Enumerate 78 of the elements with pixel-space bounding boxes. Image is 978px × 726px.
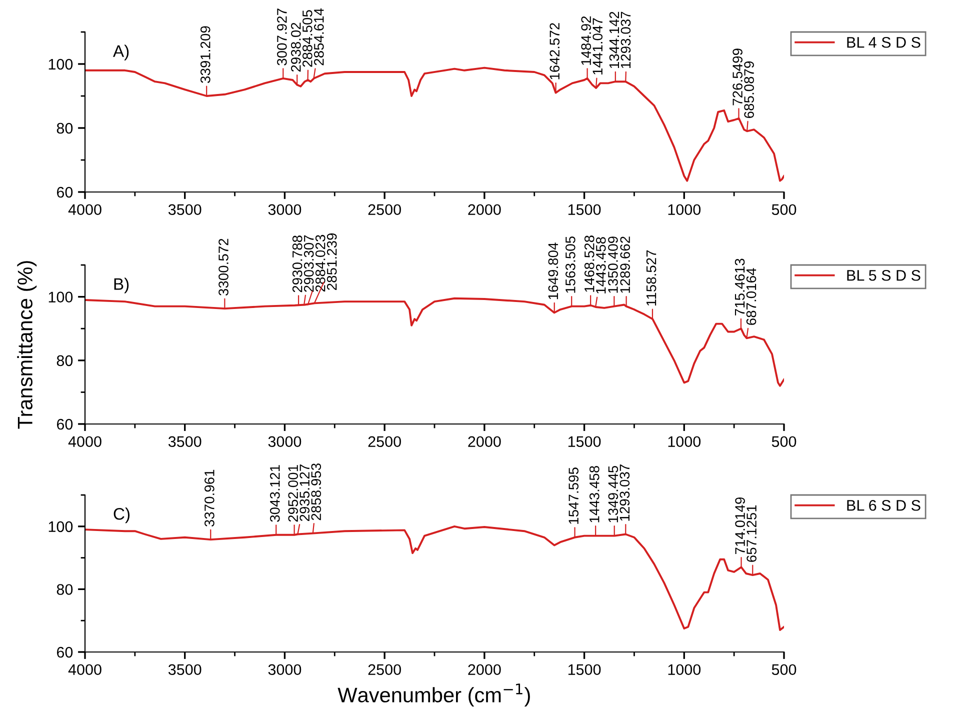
annotation: 1547.595 bbox=[568, 468, 579, 524]
annotation: C) bbox=[114, 508, 130, 524]
x-tick-label: 2000 bbox=[468, 204, 501, 216]
x-tick-label: 1000 bbox=[668, 436, 701, 448]
annotation: 1468.528 bbox=[584, 236, 594, 292]
y-tick-label: 60 bbox=[56, 418, 73, 430]
annotation: 1293.037 bbox=[620, 464, 630, 521]
x-tick-label: 1500 bbox=[568, 436, 601, 448]
y-tick-label: 100 bbox=[48, 292, 73, 302]
annotation: 1350.409 bbox=[608, 236, 618, 293]
annotation: B) bbox=[114, 278, 129, 294]
annotation: 2851.239 bbox=[326, 233, 337, 290]
x-tick-label: 3500 bbox=[168, 204, 202, 216]
x-tick-label: 2000 bbox=[468, 436, 501, 448]
x-tick-label: 1000 bbox=[668, 204, 701, 216]
x-tick-label: 3000 bbox=[268, 436, 302, 448]
annotation: 1642.572 bbox=[550, 23, 560, 80]
x-tick-label: 2500 bbox=[368, 436, 401, 448]
annotation: 1289.662 bbox=[620, 236, 630, 293]
annotation: 2884.023 bbox=[315, 234, 326, 292]
annotation: 685.0879 bbox=[744, 61, 754, 118]
annotation: 1349.445 bbox=[608, 466, 618, 522]
annotation: 3007.927 bbox=[277, 8, 287, 66]
x-tick-label: 2500 bbox=[368, 664, 401, 676]
annotation: 726.5499 bbox=[732, 48, 742, 106]
annotation: 714.0149 bbox=[735, 497, 745, 554]
x-tick-label: 1000 bbox=[668, 664, 701, 676]
x-tick-label: 1500 bbox=[568, 204, 601, 216]
x-tick-label: 2500 bbox=[368, 204, 401, 216]
annotation: 1649.804 bbox=[548, 242, 558, 300]
annotation: 1484.92 bbox=[581, 16, 592, 65]
y-tick-label: 100 bbox=[48, 58, 73, 70]
annotation: 1344.142 bbox=[609, 12, 620, 68]
annotation: 657.1251 bbox=[746, 505, 756, 562]
y-tick-label: 60 bbox=[56, 646, 73, 658]
x-tick-label: 2000 bbox=[468, 664, 501, 676]
x-tick-label: 1500 bbox=[568, 664, 601, 676]
annotation: 2854.614 bbox=[314, 8, 324, 66]
x-tick-label: 3500 bbox=[168, 436, 202, 448]
annotation: A) bbox=[112, 44, 129, 60]
annotation: 2884.505 bbox=[302, 10, 312, 67]
y-tick-label: 60 bbox=[56, 186, 73, 198]
annotation: 2858.953 bbox=[311, 463, 322, 520]
x-tick-label: 4000 bbox=[68, 204, 102, 216]
x-tick-label: 500 bbox=[772, 436, 796, 448]
annotation: 1293.037 bbox=[620, 12, 631, 68]
x-tick-label: 3000 bbox=[268, 204, 302, 216]
annotation: 2938.02 bbox=[290, 22, 301, 72]
annotation: 3370.961 bbox=[204, 470, 214, 527]
annotation: 1563.505 bbox=[565, 236, 576, 293]
x-tick-label: 500 bbox=[772, 664, 796, 676]
y-tick-label: 100 bbox=[48, 521, 73, 532]
x-tick-label: 3500 bbox=[168, 664, 202, 676]
annotation: 1443.458 bbox=[596, 237, 606, 294]
x-tick-label: 4000 bbox=[68, 664, 102, 676]
x-tick-label: 500 bbox=[772, 204, 796, 216]
annotation: 1441.047 bbox=[592, 18, 603, 74]
y-axis-title: Transmittance (%) bbox=[17, 261, 37, 429]
annotation: 2935.127 bbox=[300, 464, 310, 522]
annotation: 2952.001 bbox=[288, 465, 298, 522]
annotation: 3043.121 bbox=[270, 465, 280, 522]
annotation: 715.4613 bbox=[734, 258, 745, 316]
annotation: 687.0164 bbox=[746, 268, 756, 325]
x-axis-title: Wavenumber (cm$^{−1}$) bbox=[338, 684, 530, 707]
annotation: 1443.458 bbox=[589, 466, 600, 522]
legend-label: BL 6 S D S bbox=[847, 500, 920, 511]
annotation: 2930.788 bbox=[292, 236, 302, 292]
annotation: 3300.572 bbox=[218, 238, 228, 296]
y-tick-label: 80 bbox=[56, 584, 73, 595]
x-tick-label: 4000 bbox=[68, 436, 102, 448]
y-tick-label: 80 bbox=[56, 122, 73, 134]
annotation: 2903.307 bbox=[304, 235, 314, 292]
y-tick-label: 80 bbox=[56, 355, 73, 366]
legend-label: BL 5 S D S bbox=[847, 270, 920, 281]
legend-label: BL 4 S D S bbox=[847, 36, 920, 48]
annotation: 1158.527 bbox=[646, 250, 656, 306]
x-tick-label: 3000 bbox=[268, 664, 302, 676]
annotation: 3391.209 bbox=[200, 26, 210, 83]
